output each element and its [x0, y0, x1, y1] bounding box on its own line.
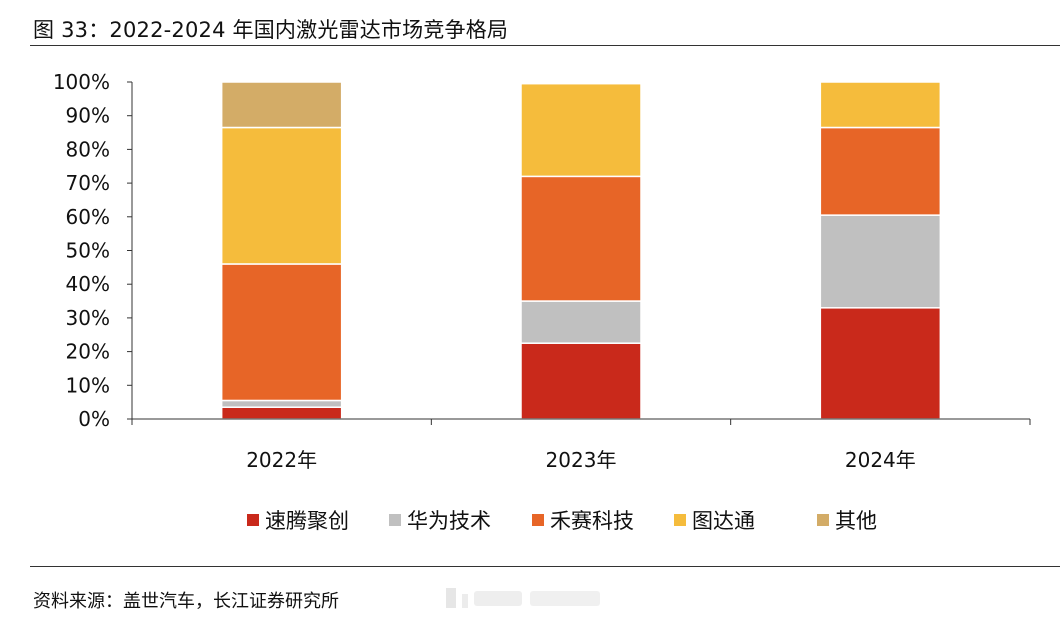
y-tick-label: 10%	[66, 373, 110, 397]
legend-swatch	[817, 514, 829, 526]
legend-label: 其他	[835, 509, 877, 533]
bottom-rule	[30, 566, 1060, 567]
bar-segment	[819, 307, 942, 420]
bar-segment	[819, 214, 942, 309]
bar-segment	[220, 81, 343, 129]
y-tick-label: 80%	[66, 137, 110, 161]
bar-segment	[520, 175, 642, 302]
y-tick-label: 30%	[66, 306, 110, 330]
y-tick-label: 50%	[66, 239, 110, 263]
legend-swatch	[532, 514, 544, 526]
y-tick-label: 90%	[66, 104, 110, 128]
bar-segment	[220, 399, 343, 408]
x-tick-label: 2023年	[546, 448, 617, 472]
y-tick-label: 40%	[66, 272, 110, 296]
legend-swatch	[389, 514, 401, 526]
bars	[220, 81, 942, 420]
x-tick-label: 2022年	[246, 448, 317, 472]
y-tick-label: 20%	[66, 340, 110, 364]
source-note: 资料来源：盖世汽车，长江证券研究所	[33, 591, 339, 612]
y-tick-label: 100%	[53, 70, 110, 94]
y-tick-label: 60%	[66, 205, 110, 229]
watermark-image	[446, 588, 600, 608]
legend-label: 华为技术	[407, 509, 491, 533]
legend-label: 禾赛科技	[550, 509, 634, 533]
y-tick-label: 70%	[66, 171, 110, 195]
legend-label: 图达通	[692, 509, 755, 533]
bar-segment	[520, 342, 642, 420]
x-tick-label: 2024年	[845, 448, 916, 472]
y-axis: 0% 10% 20% 30% 40% 50% 60% 70% 80% 90% 100%	[53, 70, 133, 431]
bar-segment	[520, 82, 642, 178]
legend-swatch	[674, 514, 686, 526]
legend-swatch	[247, 514, 259, 526]
figure-title: 图 33：2022-2024 年国内激光雷达市场竞争格局	[33, 18, 509, 42]
bar-segment	[819, 126, 942, 216]
y-tick-label: 0%	[78, 407, 110, 431]
stacked-bar-chart: 0%10%20%30%40%50%60%70%80%90%100% 2022年 2…	[53, 70, 1031, 533]
legend-label: 速腾聚创	[265, 509, 349, 533]
bar-segment	[520, 300, 642, 344]
bar-segment	[220, 406, 343, 420]
legend: 速腾聚创 华为技术 禾赛科技 图达通 其他	[247, 509, 877, 533]
top-rule	[30, 45, 1060, 46]
x-axis: 2022年 2023年 2024年	[131, 418, 1031, 472]
bar-segment	[220, 263, 343, 402]
bar-segment	[220, 126, 343, 265]
bar-segment	[819, 81, 942, 129]
